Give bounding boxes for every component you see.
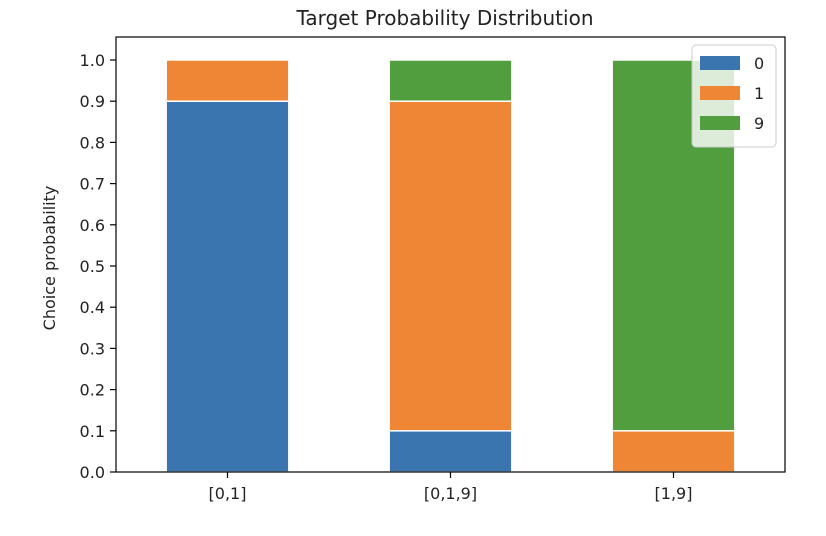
bar-[0,1]-series-1 — [165, 59, 290, 102]
y-tick-label: 0.3 — [80, 339, 105, 358]
y-tick-label: 0.7 — [80, 175, 105, 194]
x-tick-label: [1,9] — [655, 484, 693, 503]
bar-[0,1,9]-series-1 — [388, 100, 513, 432]
bar-[0,1,9]-series-0 — [388, 430, 513, 473]
y-tick-label: 0.9 — [80, 92, 105, 111]
y-tick-label: 1.0 — [80, 51, 105, 70]
x-tick-label: [0,1] — [209, 484, 247, 503]
legend-label-1: 1 — [754, 84, 764, 103]
y-tick-label: 0.8 — [80, 133, 105, 152]
y-tick-label: 0.0 — [80, 463, 105, 482]
legend: 0 1 9 — [691, 44, 777, 148]
y-tick-label: 0.4 — [80, 298, 105, 317]
y-tick-label: 0.1 — [80, 422, 105, 441]
legend-label-9: 9 — [754, 114, 764, 133]
y-tick-label: 0.5 — [80, 257, 105, 276]
x-tick-label: [0,1,9] — [424, 484, 477, 503]
legend-swatch-1 — [700, 86, 740, 100]
y-tick-label: 0.6 — [80, 216, 105, 235]
bar-[0,1]-series-0 — [165, 100, 290, 473]
chart-title: Target Probability Distribution — [296, 6, 594, 30]
bar-[1,9]-series-1 — [611, 430, 736, 473]
axes-group: 0.0 0.1 0.2 0.3 0.4 0.5 0.6 0.7 0.8 0.9 1.0 [0,1] [0… — [80, 36, 786, 503]
legend-swatch-9 — [700, 116, 740, 130]
legend-label-0: 0 — [754, 54, 764, 73]
legend-swatch-0 — [700, 56, 740, 70]
y-tick-label: 0.2 — [80, 381, 105, 400]
bar-[0,1,9]-series-9 — [388, 59, 513, 102]
bars-group — [165, 59, 736, 473]
y-axis-label: Choice probability — [40, 186, 59, 331]
